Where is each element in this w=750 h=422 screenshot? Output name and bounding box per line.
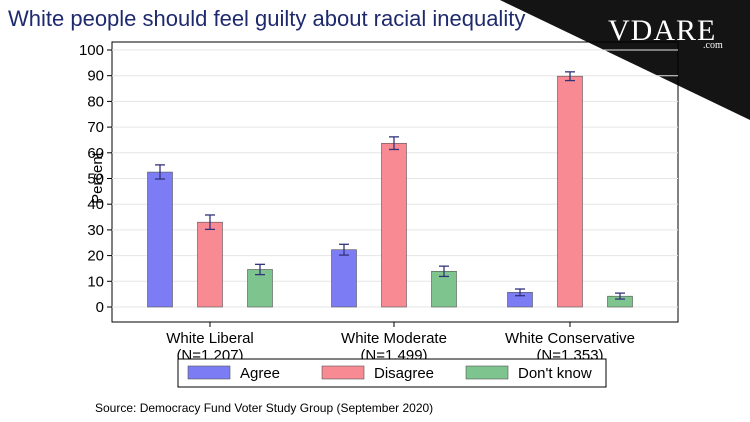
legend-label: Agree	[240, 365, 280, 382]
bar-don-t-know-0	[247, 269, 273, 308]
y-tick-label: 10	[87, 273, 104, 290]
y-tick-label: 60	[87, 145, 104, 162]
y-tick-label: 80	[87, 93, 104, 110]
plot-frame	[111, 41, 679, 323]
y-tick-label: 20	[87, 248, 104, 265]
legend-swatch	[321, 365, 365, 380]
page-title: White people should feel guilty about ra…	[8, 6, 526, 31]
category-label: White Moderate	[341, 330, 447, 347]
category-label: White Conservative	[505, 330, 635, 347]
legend-swatch	[465, 365, 509, 380]
y-tick-label: 40	[87, 196, 104, 213]
category-label: White Liberal	[166, 330, 254, 347]
bar-agree-1	[331, 249, 357, 308]
legend-label: Don't know	[518, 365, 592, 382]
y-axis-label: Percent	[89, 151, 106, 204]
bar-disagree-1	[381, 142, 407, 308]
y-tick-label: 50	[87, 171, 104, 188]
legend-label: Disagree	[374, 365, 434, 382]
y-tick-label: 0	[96, 299, 104, 316]
bar-agree-0	[147, 171, 173, 308]
bar-disagree-2	[557, 75, 583, 308]
y-tick-label: 100	[79, 42, 104, 59]
y-tick-label: 90	[87, 68, 104, 85]
legend-swatch	[187, 365, 231, 380]
bar-disagree-0	[197, 221, 223, 308]
legend-box	[177, 358, 607, 388]
vdare-logo-suffix: .com	[703, 40, 723, 51]
corner-band-shape	[500, 0, 750, 120]
y-tick-label: 30	[87, 222, 104, 239]
source-note: Source: Democracy Fund Voter Study Group…	[95, 401, 434, 415]
y-tick-label: 70	[87, 119, 104, 136]
